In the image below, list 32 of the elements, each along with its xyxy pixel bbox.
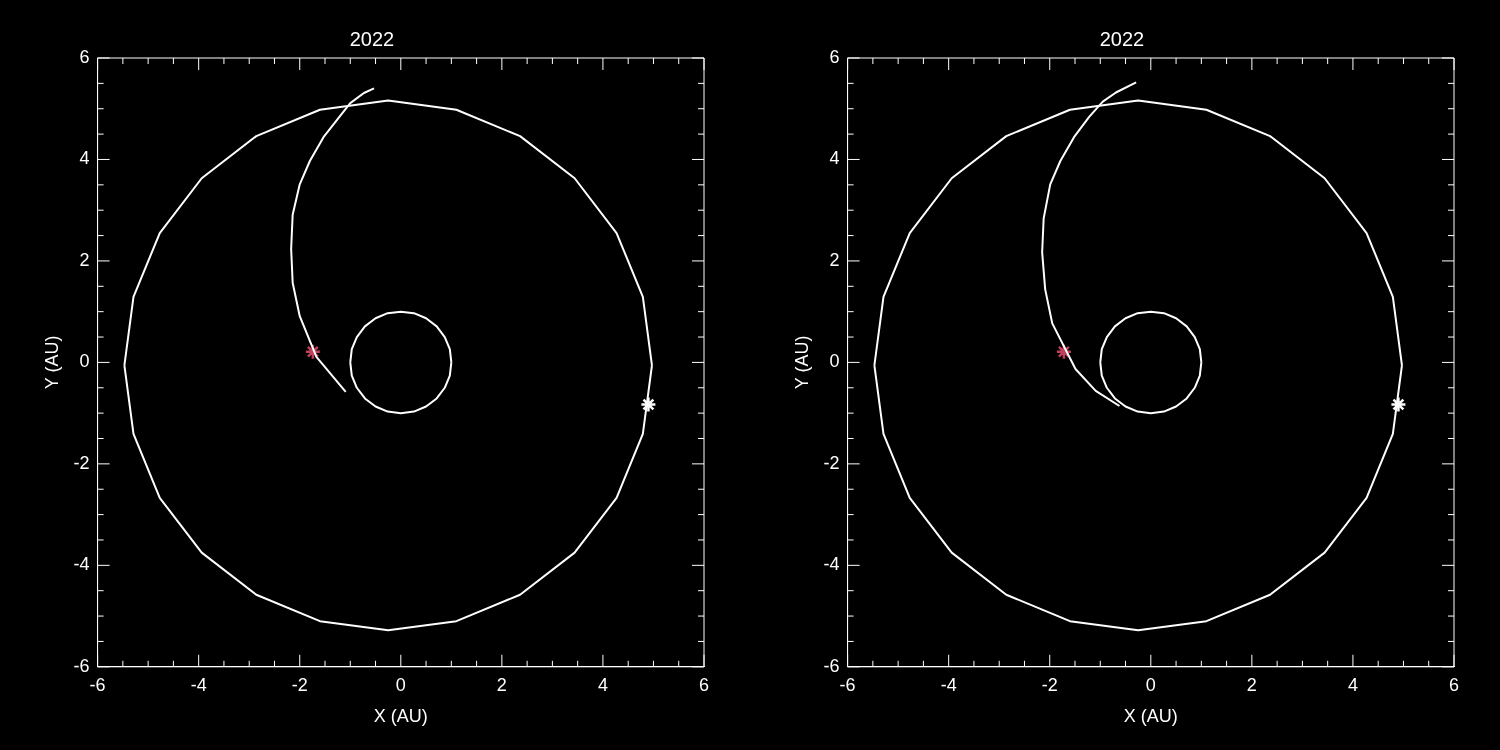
y-axis-title: Y (AU) (41, 335, 62, 390)
x-tick-label: -2 (291, 674, 308, 695)
y-tick-label: 6 (79, 46, 90, 67)
x-axis-title: X (AU) (1123, 706, 1178, 727)
x-tick-label: -4 (940, 674, 957, 695)
x-tick-label: 0 (1145, 674, 1156, 695)
y-tick-label: 6 (829, 46, 840, 67)
x-tick-label: -4 (190, 674, 207, 695)
x-tick-label: 0 (395, 674, 406, 695)
y-tick-label: 4 (829, 148, 840, 169)
x-axis-title: X (AU) (373, 706, 428, 727)
y-tick-label: 0 (79, 351, 90, 372)
chart-title: 2022 (349, 27, 395, 50)
y-tick-label: 2 (829, 249, 840, 270)
y-tick-label: 0 (829, 351, 840, 372)
y-tick-label: 4 (79, 148, 90, 169)
x-tick-label: -2 (1041, 674, 1058, 695)
y-tick-label: -4 (823, 554, 840, 575)
x-tick-label: 4 (597, 674, 608, 695)
y-axis-title: Y (AU) (791, 335, 812, 390)
x-tick-label: 4 (1347, 674, 1358, 695)
chart-title: 2022 (1099, 27, 1145, 50)
x-tick-label: 2 (1246, 674, 1257, 695)
y-tick-label: -2 (823, 452, 840, 473)
x-tick-label: 6 (1448, 674, 1460, 695)
y-tick-label: -6 (73, 655, 90, 676)
y-tick-label: -4 (73, 554, 90, 575)
y-tick-label: -6 (823, 655, 840, 676)
y-tick-label: 2 (79, 249, 90, 270)
x-tick-label: 2 (496, 674, 507, 695)
y-tick-label: -2 (73, 452, 90, 473)
x-tick-label: 6 (698, 674, 710, 695)
